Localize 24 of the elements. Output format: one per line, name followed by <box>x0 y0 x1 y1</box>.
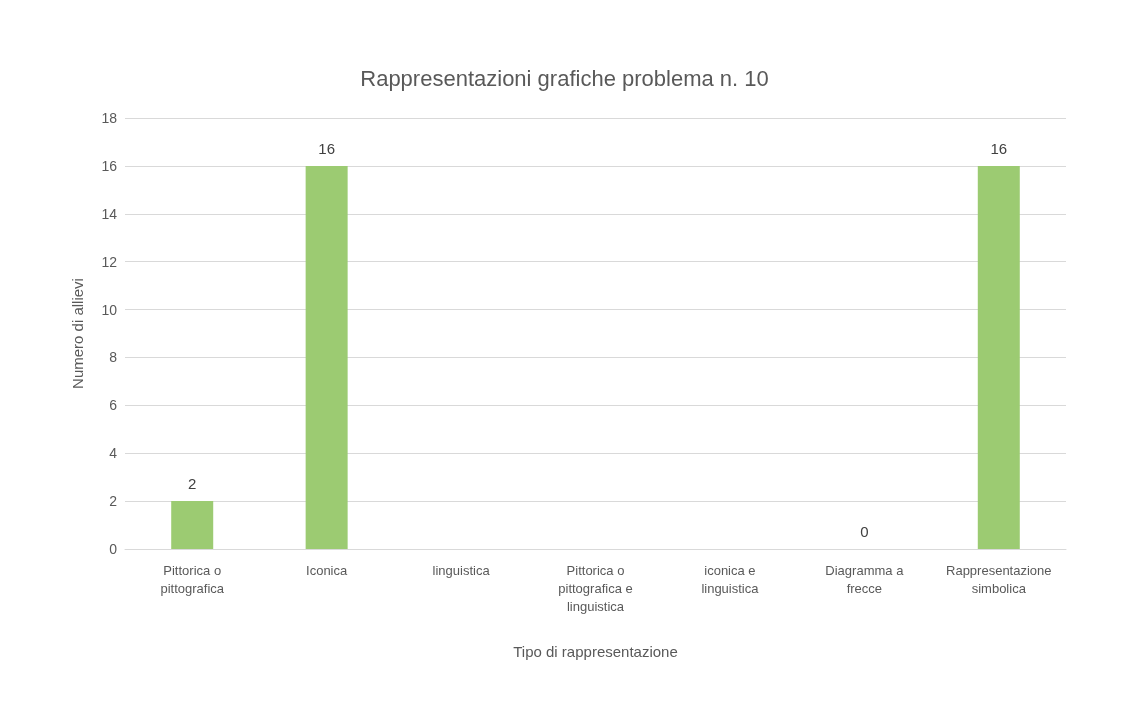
x-tick-label: Rappresentazione simbolica <box>946 562 1052 596</box>
x-tick-label: linguistica <box>432 562 491 578</box>
y-tick-label: 10 <box>101 301 118 318</box>
x-tick-label: Pittorica o pittografica e linguistica <box>558 562 633 614</box>
x-tick-label: Diagramma a frecce <box>825 562 905 596</box>
chart-title: Rappresentazioni grafiche problema n. 10 <box>360 65 769 91</box>
data-label: 0 <box>860 523 869 540</box>
data-label: 2 <box>188 475 197 493</box>
y-tick-label: 18 <box>101 110 118 126</box>
y-tick-label: 0 <box>109 541 118 557</box>
y-tick-label: 14 <box>101 205 118 222</box>
data-label: 16 <box>318 139 335 157</box>
y-tick-label: 6 <box>109 397 118 414</box>
y-tick-label: 8 <box>109 349 118 366</box>
y-tick-label: 4 <box>109 445 118 462</box>
y-tick-label: 2 <box>109 493 118 510</box>
y-tick-label: 12 <box>101 253 118 270</box>
x-tick-label: iconica e linguistica <box>701 562 760 596</box>
y-axis-title: Numero di allievi <box>69 278 86 389</box>
x-axis-title: Tipo di rappresentazione <box>513 643 678 660</box>
x-tick-label: Pittorica o pittografica <box>160 562 225 596</box>
x-tick-label: Iconica <box>306 562 348 578</box>
y-tick-label: 16 <box>101 157 118 174</box>
data-label: 16 <box>990 139 1008 157</box>
